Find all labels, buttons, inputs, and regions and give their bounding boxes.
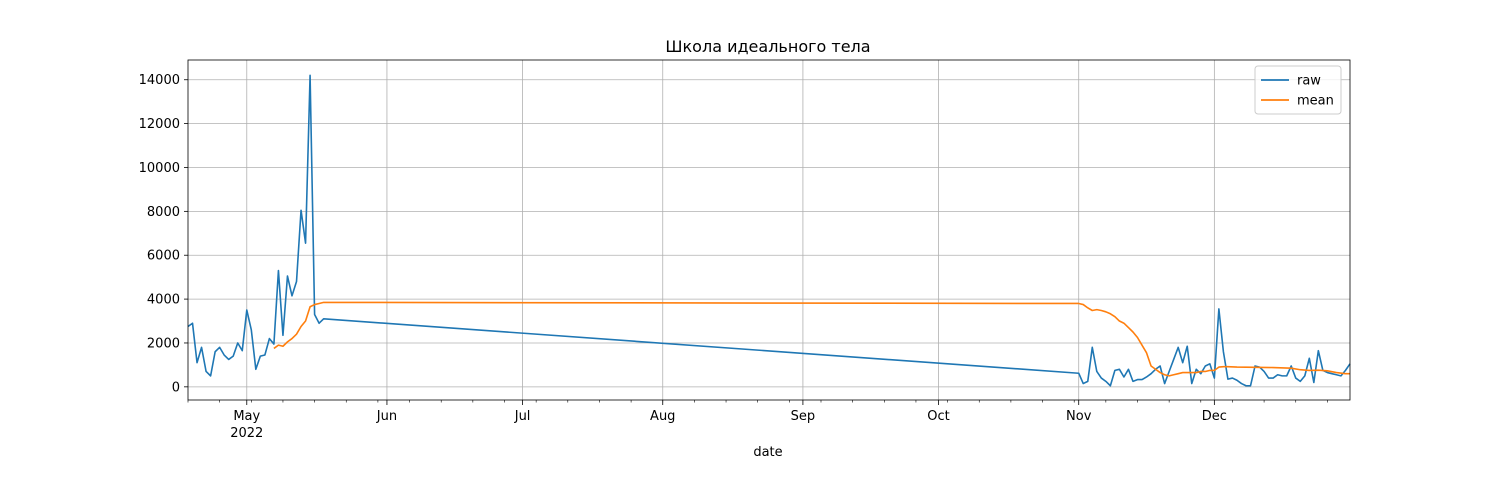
y-tick-label: 10000 <box>139 161 180 176</box>
y-tick-label: 0 <box>172 380 180 395</box>
plot-frame <box>187 59 1351 401</box>
series-line-raw <box>187 74 1351 387</box>
x-tick-label: Dec <box>1202 409 1227 424</box>
x-tick-label: Aug <box>650 409 675 424</box>
y-tick-label: 12000 <box>139 117 180 132</box>
y-tick-label: 4000 <box>147 293 180 308</box>
y-tick-label: 2000 <box>147 336 180 351</box>
y-tick-label: 14000 <box>139 73 180 88</box>
x-tick-label: Jun <box>376 409 397 424</box>
series-lines <box>187 74 1351 387</box>
x-axis-label: date <box>753 445 782 460</box>
legend: raw mean <box>1254 65 1342 115</box>
series-line-mean <box>273 301 1350 377</box>
x-tick-label: May <box>233 409 260 424</box>
grid <box>188 60 1350 400</box>
legend-label-raw: raw <box>1297 74 1321 89</box>
x-tick-label: Sep <box>791 409 816 424</box>
legend-box <box>1254 65 1342 115</box>
y-tick-label: 8000 <box>147 205 180 220</box>
x-tick-sublabel: 2022 <box>230 426 263 441</box>
x-tick-label: Oct <box>927 409 949 424</box>
chart-title: Школа идеального тела <box>665 37 870 56</box>
x-tick-label: Nov <box>1066 409 1092 424</box>
x-tick-label: Jul <box>514 409 531 424</box>
y-tick-label: 6000 <box>147 249 180 264</box>
axes: 0 2000 4000 6000 8000 10000 12000 14000 May 2022 J… <box>139 59 1351 441</box>
legend-label-mean: mean <box>1297 94 1334 109</box>
